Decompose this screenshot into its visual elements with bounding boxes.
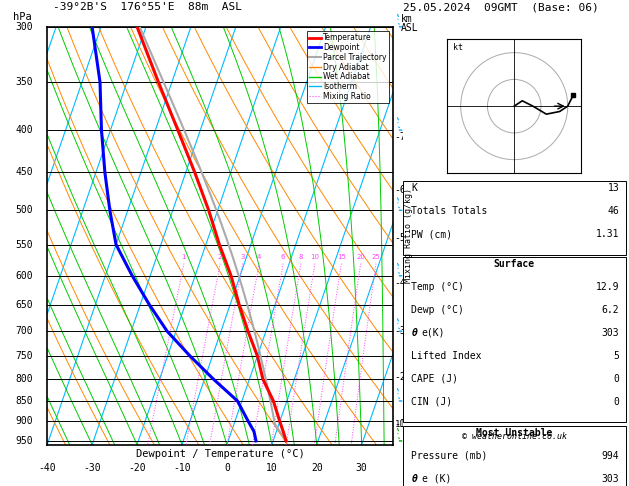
Text: -30: -30 (83, 464, 101, 473)
Text: 25.05.2024  09GMT  (Base: 06): 25.05.2024 09GMT (Base: 06) (403, 2, 598, 12)
Bar (403, 257, 626, 422)
Text: 20: 20 (311, 464, 323, 473)
Text: PW (cm): PW (cm) (411, 229, 453, 240)
Text: Lifted Index: Lifted Index (411, 351, 482, 361)
X-axis label: Dewpoint / Temperature (°C): Dewpoint / Temperature (°C) (136, 449, 304, 459)
Text: 400: 400 (16, 125, 33, 135)
Text: CIN (J): CIN (J) (411, 397, 453, 407)
Text: 5: 5 (613, 351, 619, 361)
Text: 600: 600 (16, 271, 33, 281)
Text: Surface: Surface (494, 259, 535, 269)
Text: 450: 450 (16, 168, 33, 177)
Text: 25: 25 (372, 254, 381, 260)
Text: 46: 46 (608, 207, 619, 216)
Text: hPa: hPa (13, 12, 31, 22)
Text: -39°2B'S  176°55'E  88m  ASL: -39°2B'S 176°55'E 88m ASL (53, 2, 242, 12)
Text: -4: -4 (394, 278, 406, 288)
Text: © weatheronline.co.uk: © weatheronline.co.uk (462, 432, 567, 440)
Text: 8: 8 (299, 254, 303, 260)
Text: -2: -2 (394, 372, 406, 382)
Text: 550: 550 (16, 240, 33, 249)
Text: Pressure (mb): Pressure (mb) (411, 451, 488, 461)
Legend: Temperature, Dewpoint, Parcel Trajectory, Dry Adiabat, Wet Adiabat, Isotherm, Mi: Temperature, Dewpoint, Parcel Trajectory… (307, 31, 389, 104)
Text: θ: θ (411, 474, 418, 484)
Text: 30: 30 (356, 464, 367, 473)
Text: 850: 850 (16, 396, 33, 406)
Bar (403, 181, 626, 255)
Text: 350: 350 (16, 77, 33, 87)
Text: -40: -40 (38, 464, 56, 473)
Text: Temp (°C): Temp (°C) (411, 282, 464, 292)
Text: 994: 994 (601, 451, 619, 461)
Text: km: km (401, 14, 413, 24)
Bar (403, 426, 626, 486)
Text: 20: 20 (356, 254, 365, 260)
Text: 1LCL: 1LCL (394, 420, 416, 429)
Text: -10: -10 (173, 464, 191, 473)
Text: -6: -6 (394, 185, 406, 194)
Text: 500: 500 (16, 205, 33, 215)
Text: Mixing Ratio (g/kg): Mixing Ratio (g/kg) (404, 188, 413, 283)
Text: 4: 4 (257, 254, 261, 260)
Text: 303: 303 (601, 328, 619, 338)
Text: 750: 750 (16, 351, 33, 361)
Text: -1: -1 (394, 419, 406, 429)
Text: 700: 700 (16, 326, 33, 336)
Text: -5: -5 (394, 233, 406, 243)
Text: 0: 0 (613, 374, 619, 383)
Text: 6: 6 (281, 254, 286, 260)
Text: 6.2: 6.2 (601, 305, 619, 314)
Text: 12.9: 12.9 (596, 282, 619, 292)
Text: 300: 300 (16, 22, 33, 32)
Text: Dewp (°C): Dewp (°C) (411, 305, 464, 314)
Text: 0: 0 (613, 397, 619, 407)
Text: ASL: ASL (401, 22, 418, 33)
Text: θ: θ (411, 328, 418, 338)
Text: 1.31: 1.31 (596, 229, 619, 240)
Text: 13: 13 (608, 184, 619, 193)
Text: 650: 650 (16, 299, 33, 310)
Text: 303: 303 (601, 474, 619, 484)
Text: 1: 1 (182, 254, 186, 260)
Text: Totals Totals: Totals Totals (411, 207, 488, 216)
Text: 10: 10 (266, 464, 277, 473)
Text: Most Unstable: Most Unstable (476, 428, 552, 438)
Text: 900: 900 (16, 417, 33, 427)
Text: 800: 800 (16, 374, 33, 384)
Text: e (K): e (K) (421, 474, 451, 484)
Text: 3: 3 (240, 254, 245, 260)
Text: CAPE (J): CAPE (J) (411, 374, 459, 383)
Text: e(K): e(K) (421, 328, 445, 338)
Text: 0: 0 (224, 464, 230, 473)
Text: -7: -7 (394, 132, 406, 142)
Text: -3: -3 (394, 326, 406, 336)
Text: 950: 950 (16, 436, 33, 446)
Text: 15: 15 (337, 254, 346, 260)
Text: K: K (411, 184, 418, 193)
Text: 2: 2 (218, 254, 222, 260)
Text: 10: 10 (311, 254, 320, 260)
Text: -20: -20 (128, 464, 146, 473)
